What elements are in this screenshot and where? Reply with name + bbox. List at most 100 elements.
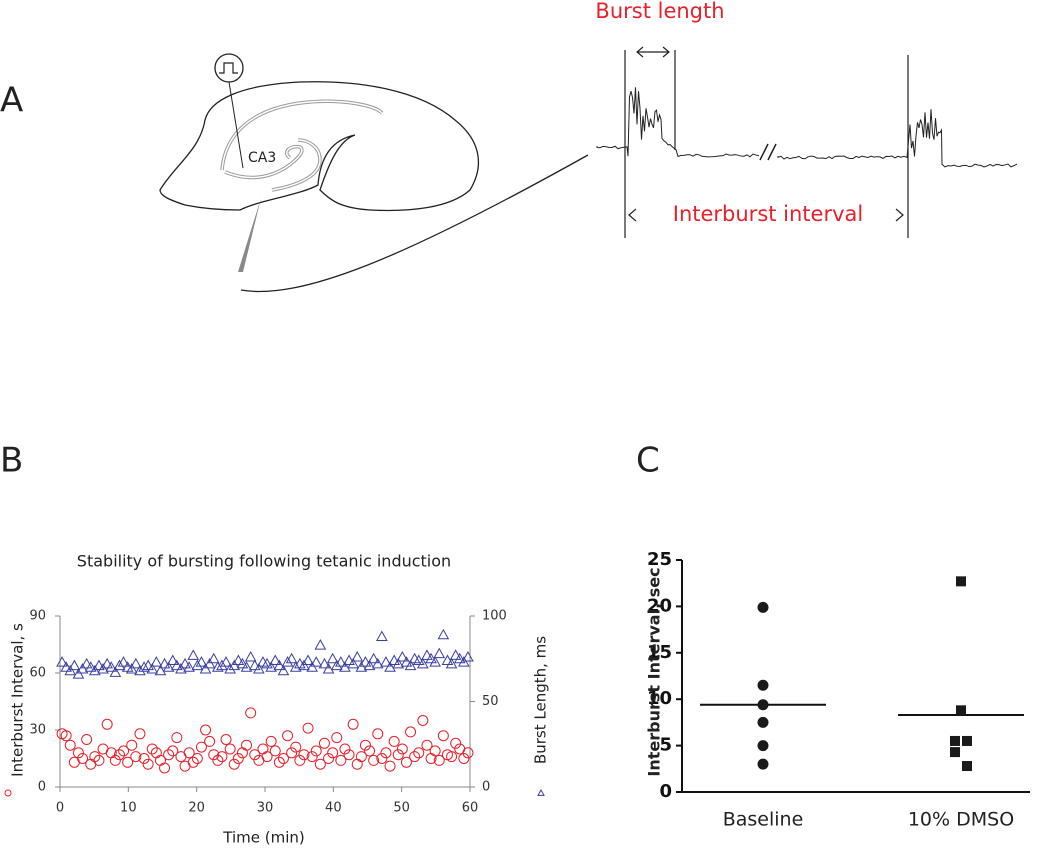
point (289, 661, 302, 672)
point (326, 652, 339, 664)
y-tick-label: 0 (38, 780, 46, 795)
legend-symbol (4, 789, 12, 797)
point (187, 649, 200, 660)
point (364, 745, 376, 757)
region-label: CA3 (248, 150, 276, 166)
point (363, 659, 376, 671)
point (273, 756, 285, 768)
point (441, 654, 454, 665)
point (224, 662, 236, 674)
point (72, 747, 84, 759)
point (101, 657, 113, 669)
point (126, 739, 138, 751)
point (146, 743, 158, 755)
point (302, 722, 314, 734)
point (208, 749, 220, 761)
point (359, 739, 371, 751)
panel-label: B (0, 441, 23, 481)
point (142, 659, 154, 671)
point (89, 664, 101, 676)
point (409, 751, 421, 763)
point (359, 656, 372, 667)
point (212, 661, 224, 672)
point (113, 659, 126, 671)
point (384, 661, 396, 672)
point (396, 743, 408, 755)
point (433, 647, 446, 659)
point (204, 735, 216, 747)
point (113, 749, 125, 761)
point (458, 753, 470, 764)
point (290, 741, 302, 753)
point (433, 754, 445, 766)
point (355, 751, 367, 763)
point (228, 758, 240, 770)
point (351, 758, 363, 770)
y-axis-label: Interburst Interval, sec (645, 567, 664, 776)
point (167, 745, 179, 757)
point (757, 716, 769, 728)
point (347, 718, 359, 730)
point (458, 656, 470, 667)
point (380, 656, 392, 667)
point (150, 656, 163, 667)
point (453, 652, 466, 664)
point (175, 662, 187, 674)
point (355, 661, 368, 672)
y-tick-label: 5 (659, 735, 672, 756)
y-tick-label: 0 (659, 781, 672, 802)
point (68, 659, 81, 671)
point (351, 651, 364, 662)
point (956, 576, 966, 587)
point (81, 734, 93, 745)
point (265, 661, 277, 672)
point (372, 728, 384, 740)
point (956, 705, 966, 716)
point (347, 657, 359, 669)
point (130, 751, 142, 763)
point (450, 737, 462, 749)
point (265, 735, 277, 747)
point (232, 753, 244, 764)
point (248, 659, 261, 671)
point (183, 747, 195, 759)
point (388, 735, 400, 747)
point (277, 753, 289, 764)
point (282, 730, 294, 742)
point (331, 732, 343, 744)
point (138, 661, 150, 672)
point (281, 656, 294, 667)
point (757, 699, 769, 711)
point (216, 659, 228, 671)
x-tick-label: 50 (393, 801, 410, 816)
y-tick-label: 90 (29, 609, 46, 624)
point (412, 654, 425, 665)
point (368, 754, 380, 766)
x-tick-label: 10 (120, 801, 137, 816)
legend-symbol (537, 788, 545, 796)
point (343, 654, 355, 665)
point (380, 747, 392, 759)
point (327, 747, 339, 759)
x-tick-label: Baseline (723, 809, 804, 831)
point (109, 666, 122, 677)
point (417, 715, 429, 726)
point (314, 758, 326, 770)
point (76, 662, 89, 674)
point (306, 751, 318, 763)
point (84, 661, 97, 672)
y-tick-label: 20 (647, 595, 672, 616)
point (437, 730, 449, 742)
y-tick-label: 15 (647, 642, 672, 663)
x-tick-label: 30 (257, 801, 274, 816)
point (162, 661, 175, 672)
point (371, 657, 384, 669)
point (269, 654, 282, 665)
point (404, 659, 417, 671)
point (142, 758, 154, 770)
point (241, 739, 253, 751)
point (417, 657, 429, 669)
point (130, 657, 142, 669)
point (138, 753, 150, 764)
point (392, 657, 405, 669)
